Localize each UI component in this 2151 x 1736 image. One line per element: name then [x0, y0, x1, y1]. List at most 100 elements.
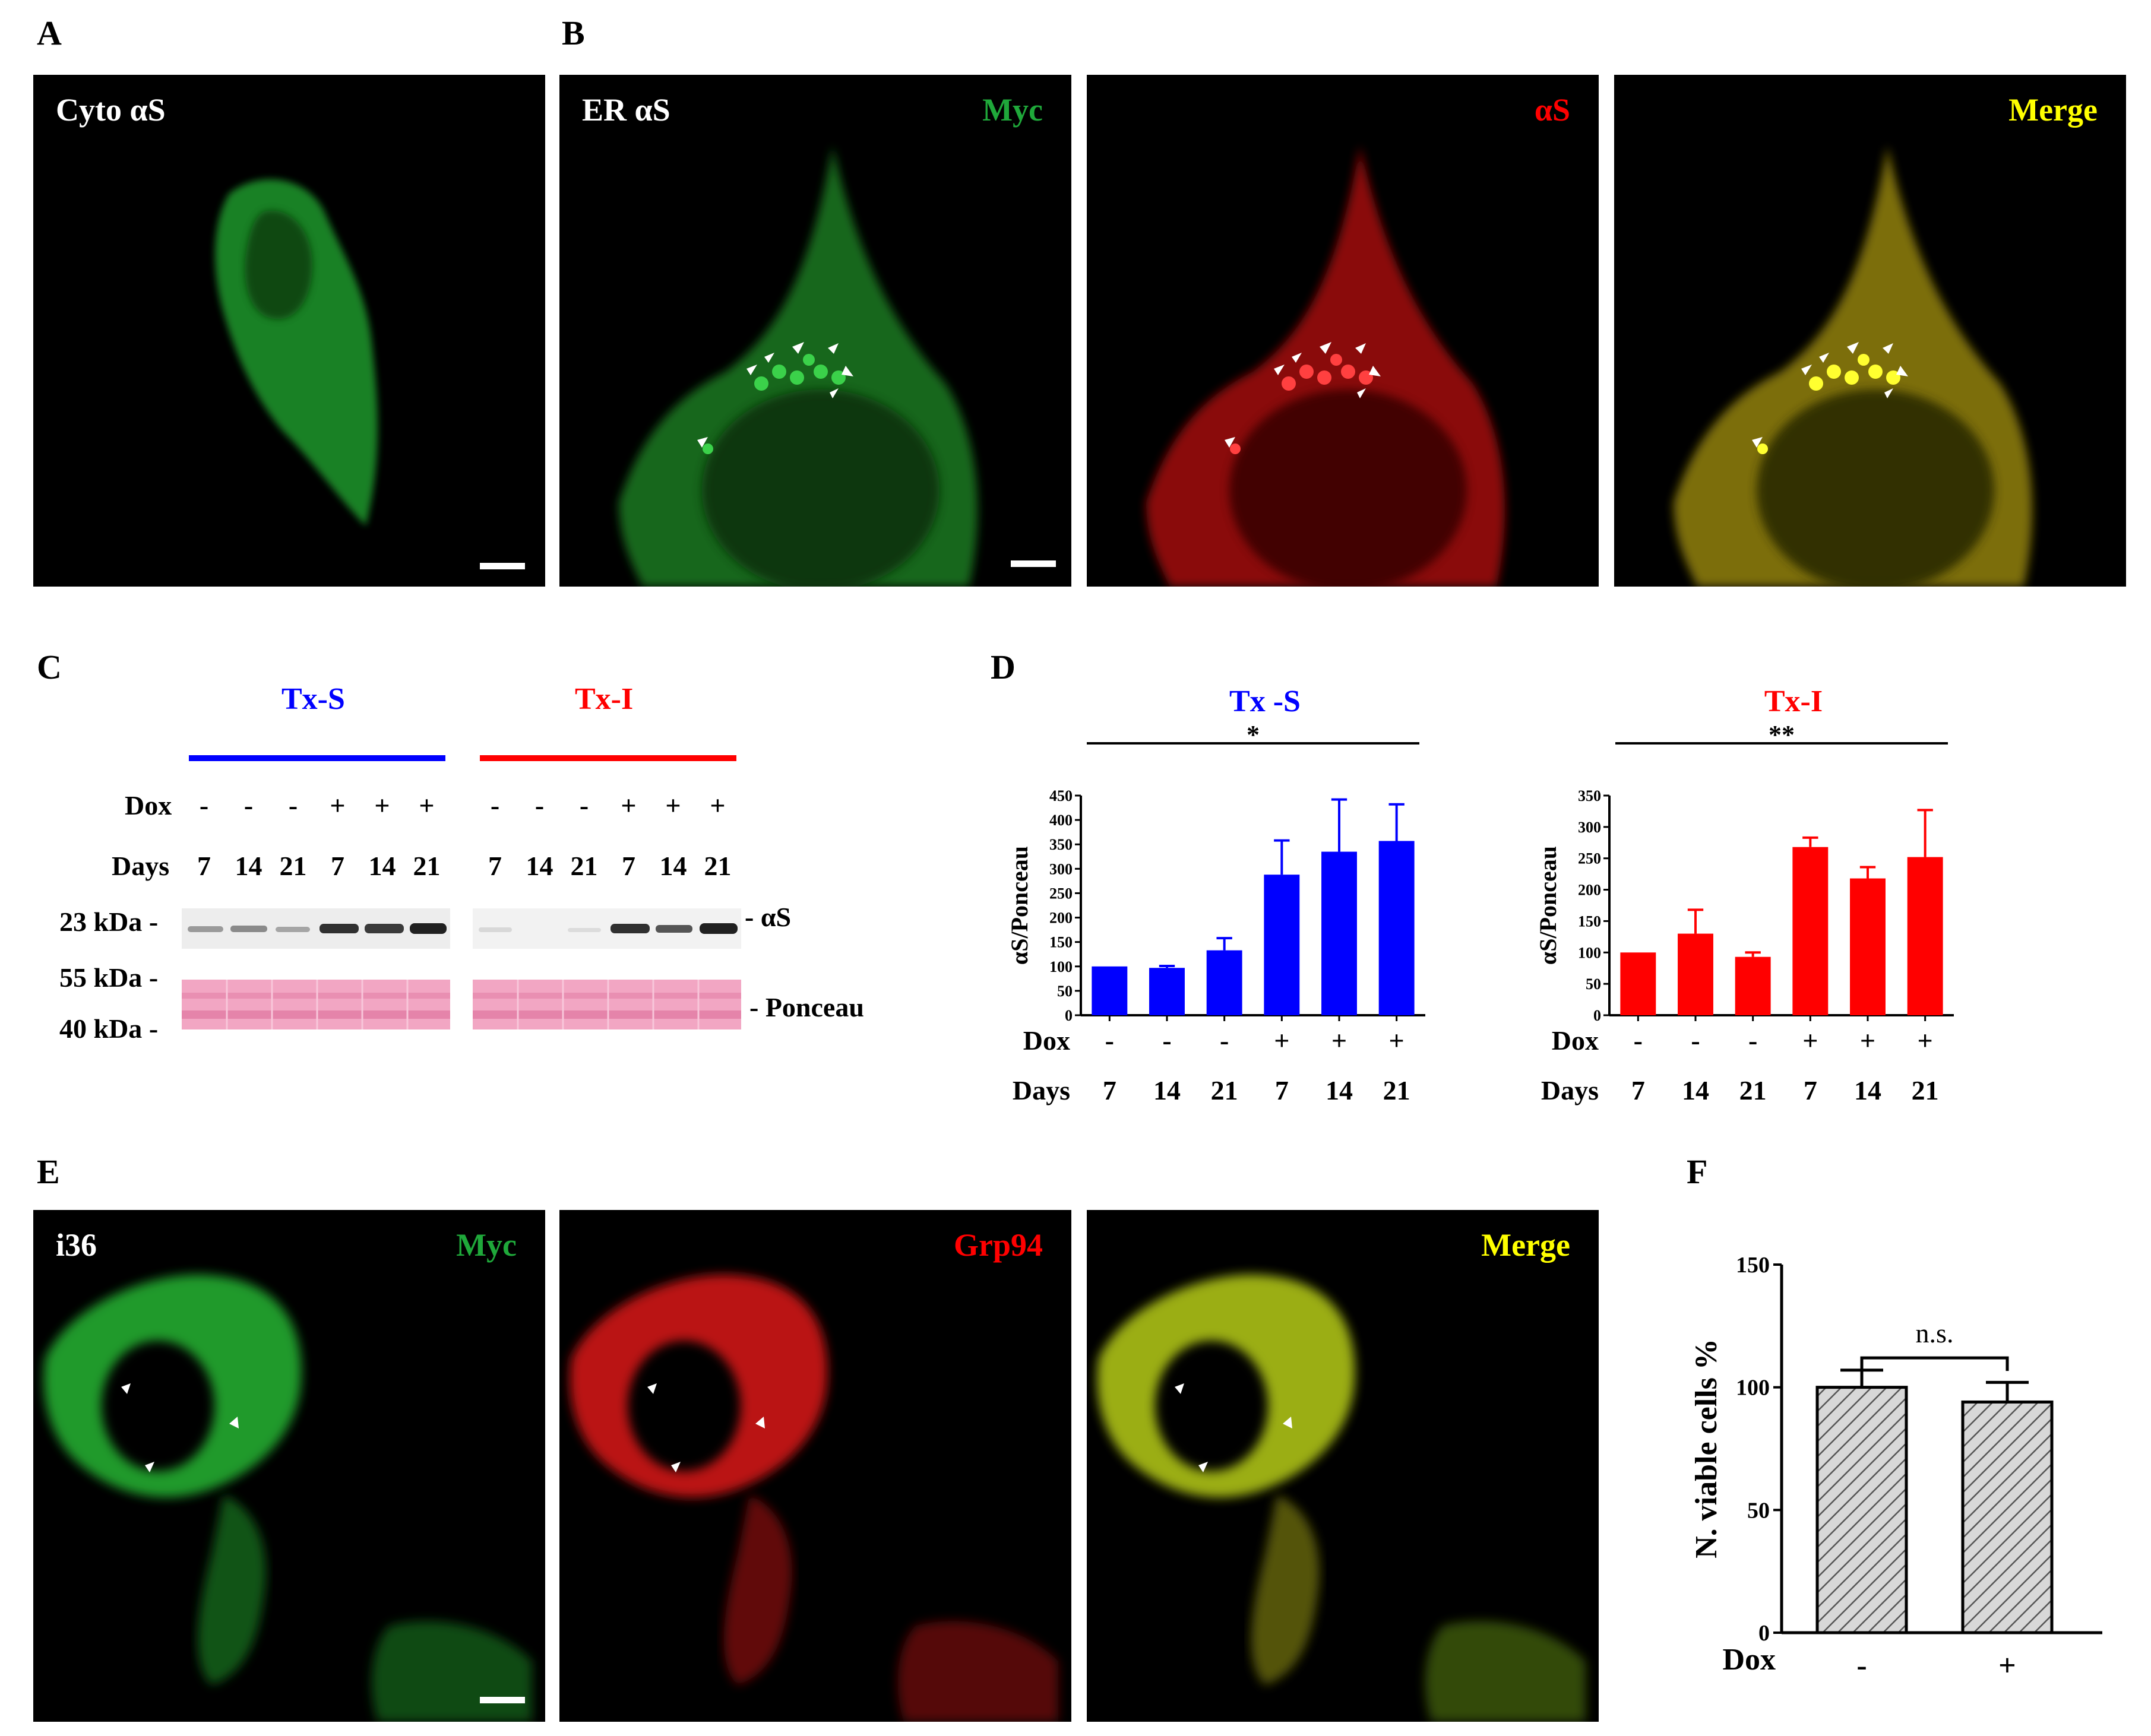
- x-row-value: 21: [1912, 1075, 1939, 1105]
- wb-days-value: 21: [704, 851, 732, 881]
- bar: [1149, 968, 1185, 1015]
- label-channel-merge: Merge: [2008, 92, 2098, 128]
- panel-letter-d: D: [991, 648, 1016, 686]
- wb-dox-value: +: [710, 790, 726, 821]
- x-row-value: -: [1691, 1025, 1700, 1056]
- y-tick-label: 300: [1049, 860, 1073, 877]
- micrograph-i36-merge: Merge: [1087, 1210, 1599, 1722]
- chart-tx-i: Tx-I** 0 50 100 150 200 250 300 350 αS/Ponceau Dox…: [1535, 685, 1954, 1105]
- cyto-cell-image: [215, 179, 378, 526]
- group-label-tx-i: Tx-I: [575, 682, 634, 716]
- chart-viable-cells: 0 50 100 150 N. viable cells % - + Dox n.s.: [1690, 1253, 2102, 1683]
- panel-letter-f: F: [1687, 1152, 1708, 1191]
- er-myc-cell-image: [619, 146, 978, 587]
- x-row-value: 21: [1211, 1075, 1238, 1105]
- er-merge-cell-image: [1674, 146, 2033, 587]
- y-tick-label: 0: [1758, 1621, 1770, 1646]
- bar: [1961, 1400, 2054, 1634]
- wb-dox-value: -: [579, 790, 589, 821]
- x-row-label: Dox: [1552, 1025, 1599, 1056]
- label-channel-myc-e: Myc: [456, 1227, 517, 1263]
- group-line-tx-s: [189, 755, 445, 761]
- x-row-value: -: [1220, 1025, 1229, 1056]
- arrowheads-merge: [1752, 342, 1908, 448]
- arrowheads-i36-myc: [121, 1383, 239, 1472]
- blot-ponceau-tx-i: [473, 980, 741, 1029]
- x-row-value: +: [1274, 1025, 1289, 1056]
- bar: [1092, 966, 1128, 1015]
- y-axis-label: αS/Ponceau: [1006, 846, 1033, 965]
- wb-dox-value: +: [665, 790, 681, 821]
- y-tick-label: 250: [1049, 885, 1073, 902]
- x-axis-label: Dox: [1722, 1643, 1776, 1677]
- label-channel-as: αS: [1534, 92, 1570, 128]
- significance-label: *: [1247, 720, 1260, 749]
- y-tick-label: 200: [1049, 910, 1073, 927]
- label-cyto-as: Cyto αS: [56, 92, 166, 128]
- wb-days-value: 21: [570, 851, 598, 881]
- bar: [1815, 1386, 1908, 1634]
- y-tick-label: 100: [1578, 944, 1601, 961]
- group-line-tx-i: [480, 755, 736, 761]
- y-tick-label: 0: [1593, 1007, 1601, 1024]
- wb-dox-value: -: [490, 790, 500, 821]
- wb-dox-value: +: [330, 790, 346, 821]
- x-row-value: 14: [1153, 1075, 1181, 1105]
- y-axis-label: N. viable cells %: [1690, 1339, 1723, 1558]
- blot-ponceau-tx-s: [182, 980, 450, 1029]
- blot-as-tx-s: [182, 908, 450, 949]
- x-row-value: 14: [1854, 1075, 1881, 1105]
- wb-dox-value: -: [534, 790, 545, 821]
- y-tick-label: 0: [1065, 1007, 1073, 1024]
- scale-bar: [1011, 560, 1056, 567]
- wb-days-value: 21: [413, 851, 441, 881]
- y-tick-label: 450: [1049, 787, 1073, 804]
- y-tick-label: 100: [1736, 1376, 1770, 1401]
- wb-dox-value: +: [621, 790, 637, 821]
- marker-40kda: 40 kDa -: [59, 1013, 159, 1044]
- scale-bar: [480, 1697, 525, 1703]
- significance-label: **: [1769, 720, 1795, 749]
- panel-letter-b: B: [562, 14, 585, 52]
- x-row-value: +: [1860, 1025, 1875, 1056]
- y-tick-label: 400: [1049, 812, 1073, 829]
- wb-dox-label: Dox: [125, 790, 172, 821]
- wb-dox-value: +: [374, 790, 390, 821]
- panel-letter-e: E: [37, 1152, 60, 1191]
- y-tick-label: 150: [1578, 913, 1601, 930]
- marker-23kda: 23 kDa -: [59, 907, 159, 937]
- x-row-value: -: [1634, 1025, 1643, 1056]
- arrowheads-i36-grp94: [647, 1383, 765, 1472]
- wb-days-value: 14: [526, 851, 553, 881]
- x-row-value: 7: [1631, 1075, 1645, 1105]
- y-tick-label: 150: [1736, 1253, 1770, 1278]
- micrograph-er-myc: ER αS Myc: [559, 75, 1071, 587]
- y-tick-label: 300: [1578, 819, 1601, 836]
- group-label-tx-s: Tx-S: [281, 682, 345, 716]
- panel-letter-c: C: [37, 648, 62, 686]
- x-row-label: Days: [1541, 1075, 1599, 1105]
- wb-dox-value: -: [243, 790, 254, 821]
- x-row-value: 21: [1383, 1075, 1410, 1105]
- i36-myc-cell-image: [43, 1274, 532, 1722]
- y-tick-label: 50: [1747, 1498, 1770, 1523]
- x-row-value: 14: [1682, 1075, 1709, 1105]
- x-row-value: 7: [1103, 1075, 1116, 1105]
- x-row-value: +: [1331, 1025, 1347, 1056]
- y-tick-label: 250: [1578, 850, 1601, 867]
- bar: [1321, 851, 1357, 1015]
- x-row-value: -: [1748, 1025, 1757, 1056]
- blot-as-tx-i: [473, 908, 741, 949]
- wb-dox-value: -: [199, 790, 209, 821]
- x-row-value: 21: [1739, 1075, 1767, 1105]
- band-label-ponceau: - Ponceau: [749, 992, 864, 1022]
- micrograph-i36-grp94: Grp94: [559, 1210, 1071, 1722]
- micrograph-er-merge: Merge: [1614, 75, 2126, 587]
- wb-days-value: 7: [197, 851, 211, 881]
- label-channel-merge-e: Merge: [1481, 1227, 1570, 1263]
- arrowheads-myc: [697, 342, 853, 448]
- y-tick-label: 350: [1578, 787, 1601, 804]
- x-tick-label: +: [1998, 1649, 2016, 1683]
- x-row-value: 14: [1326, 1075, 1353, 1105]
- bar: [1620, 952, 1656, 1015]
